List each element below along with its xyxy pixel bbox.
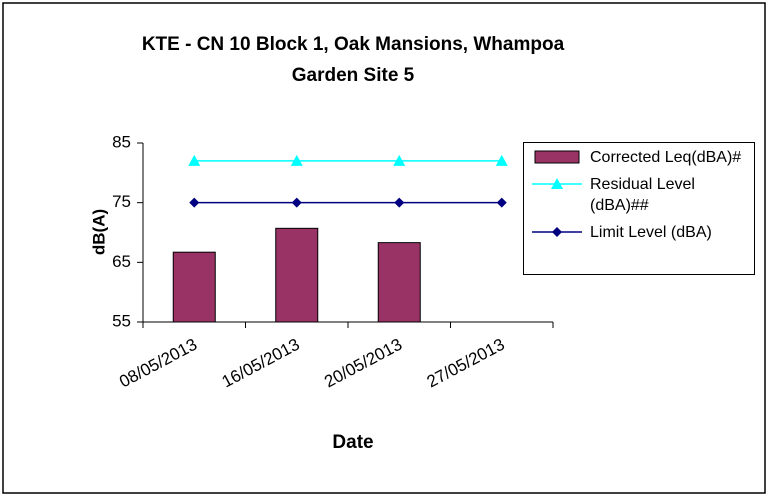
marker	[393, 154, 406, 166]
marker	[290, 154, 303, 166]
y-tick-label: 65	[112, 252, 131, 271]
chart-title: Garden Site 5	[292, 65, 415, 86]
marker	[495, 154, 508, 166]
marker	[551, 178, 563, 189]
legend-label: Limit Level (dBA)	[590, 224, 712, 241]
legend-swatch	[532, 227, 582, 237]
x-axis-title: Date	[332, 432, 373, 453]
marker	[188, 154, 201, 166]
marker	[189, 197, 200, 208]
bar	[377, 242, 421, 323]
legend-label: Residual Level (dBA)##	[590, 176, 695, 214]
bar	[172, 251, 216, 323]
y-tick-label: 55	[112, 311, 131, 330]
y-tick-label: 85	[112, 132, 131, 151]
legend: Corrected Leq(dBA)# Residual Level (dBA)#…	[523, 142, 755, 275]
legend-entry: Residual Level (dBA)##	[524, 174, 754, 216]
y-tick-label: 75	[112, 192, 131, 211]
marker	[291, 197, 302, 208]
marker	[552, 227, 562, 237]
legend-swatch-bar	[534, 150, 580, 164]
legend-label: Corrected Leq(dBA)#	[590, 149, 742, 166]
bar	[275, 227, 319, 323]
legend-entry: Limit Level (dBA)	[524, 222, 754, 243]
legend-swatch	[532, 178, 582, 189]
legend-entry: Corrected Leq(dBA)#	[524, 147, 754, 168]
y-axis-title: dB(A)	[89, 209, 108, 255]
marker	[394, 197, 405, 208]
marker	[496, 197, 507, 208]
chart-title: KTE - CN 10 Block 1, Oak Mansions, Whamp…	[142, 34, 565, 55]
legend-swatch	[534, 150, 580, 164]
